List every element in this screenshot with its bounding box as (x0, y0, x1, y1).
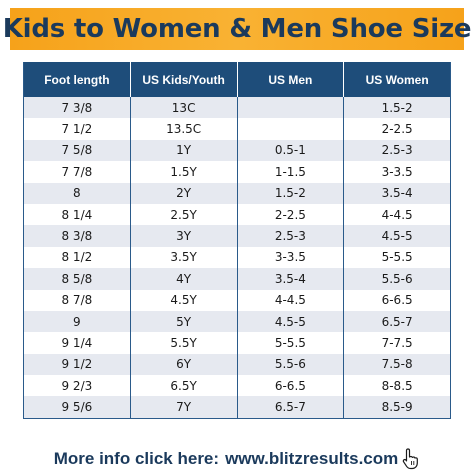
table-body: 7 3/8 13C 1.5-2 7 1/2 13.5C 2-2.5 7 5/8 1Y 0.5-1… (23, 97, 451, 419)
cell-foot-length: 7 7/8 (23, 161, 131, 183)
cell-us-kids-youth: 4Y (130, 268, 238, 290)
title-banner: Kids to Women & Men Shoe Size (3, 8, 472, 50)
cell-us-men: 1.5-2 (237, 182, 345, 204)
table-row: 9 1/2 6Y 5.5-6 7.5-8 (23, 353, 451, 376)
cell-foot-length: 9 (23, 310, 131, 333)
cell-foot-length: 8 (23, 182, 131, 204)
header-us-kids-youth: US Kids/Youth (130, 62, 238, 97)
cell-foot-length: 7 1/2 (23, 118, 131, 140)
cell-us-women: 4.5-5 (343, 225, 451, 247)
cell-us-women: 5-5.5 (343, 246, 451, 269)
cell-us-kids-youth: 5Y (130, 310, 238, 333)
cell-us-women: 4-4.5 (343, 203, 451, 226)
cell-us-women: 5.5-6 (343, 268, 451, 290)
cell-foot-length: 9 1/4 (23, 332, 131, 354)
table-row: 8 1/2 3.5Y 3-3.5 5-5.5 (23, 246, 451, 269)
cell-us-kids-youth: 1Y (130, 139, 238, 162)
cell-us-men: 5-5.5 (237, 332, 345, 354)
table-row: 7 3/8 13C 1.5-2 (23, 97, 451, 119)
cell-us-women: 8.5-9 (343, 396, 451, 419)
cell-us-men: 2.5-3 (237, 225, 345, 247)
cell-us-kids-youth: 2.5Y (130, 203, 238, 226)
cell-us-kids-youth: 13C (130, 97, 238, 119)
table-row: 9 1/4 5.5Y 5-5.5 7-7.5 (23, 332, 451, 354)
cell-us-men: 4.5-5 (237, 310, 345, 333)
cell-us-men: 6.5-7 (237, 396, 345, 419)
cell-us-kids-youth: 3Y (130, 225, 238, 247)
cell-us-women: 8-8.5 (343, 375, 451, 397)
cell-us-men (237, 118, 345, 140)
cell-foot-length: 7 5/8 (23, 139, 131, 162)
cell-us-kids-youth: 6Y (130, 353, 238, 376)
cell-us-women: 2.5-3 (343, 139, 451, 162)
hand-pointer-icon (402, 448, 420, 470)
cell-us-men: 3-3.5 (237, 246, 345, 269)
cell-us-women: 7.5-8 (343, 353, 451, 376)
cell-foot-length: 8 7/8 (23, 289, 131, 311)
table-row: 8 2Y 1.5-2 3.5-4 (23, 182, 451, 204)
table-row: 7 5/8 1Y 0.5-1 2.5-3 (23, 139, 451, 162)
table-row: 9 5/6 7Y 6.5-7 8.5-9 (23, 396, 451, 419)
table-row: 9 5Y 4.5-5 6.5-7 (23, 310, 451, 333)
table-header-row: Foot length US Kids/Youth US Men US Wome… (23, 62, 451, 97)
cell-us-kids-youth: 7Y (130, 396, 238, 419)
shoe-size-table: Foot length US Kids/Youth US Men US Wome… (23, 62, 451, 419)
cell-us-kids-youth: 1.5Y (130, 161, 238, 183)
page-title: Kids to Women & Men Shoe Size (2, 14, 472, 44)
cell-us-kids-youth: 6.5Y (130, 375, 238, 397)
cell-us-kids-youth: 3.5Y (130, 246, 238, 269)
header-foot-length: Foot length (23, 62, 131, 97)
cell-us-women: 3-3.5 (343, 161, 451, 183)
cell-us-men: 1-1.5 (237, 161, 345, 183)
cell-us-women: 6-6.5 (343, 289, 451, 311)
cell-us-women: 6.5-7 (343, 310, 451, 333)
header-us-women: US Women (343, 62, 451, 97)
cell-foot-length: 8 3/8 (23, 225, 131, 247)
cell-foot-length: 9 5/6 (23, 396, 131, 419)
cell-us-men: 6-6.5 (237, 375, 345, 397)
table-row: 9 2/3 6.5Y 6-6.5 8-8.5 (23, 375, 451, 397)
footer: More info click here: www.blitzresults.c… (0, 446, 474, 472)
cell-us-men: 2-2.5 (237, 203, 345, 226)
cell-foot-length: 8 1/4 (23, 203, 131, 226)
cell-foot-length: 9 2/3 (23, 375, 131, 397)
website-link[interactable]: www.blitzresults.com (225, 449, 399, 468)
cell-foot-length: 7 3/8 (23, 97, 131, 119)
table-row: 7 7/8 1.5Y 1-1.5 3-3.5 (23, 161, 451, 183)
cell-us-women: 1.5-2 (343, 97, 451, 119)
footer-label: More info click here: (53, 449, 220, 468)
cell-foot-length: 8 1/2 (23, 246, 131, 269)
cell-us-kids-youth: 13.5C (130, 118, 238, 140)
cell-us-men (237, 97, 345, 119)
cell-foot-length: 9 1/2 (23, 353, 131, 376)
table-row: 8 3/8 3Y 2.5-3 4.5-5 (23, 225, 451, 247)
header-us-men: US Men (237, 62, 345, 97)
table-row: 7 1/2 13.5C 2-2.5 (23, 118, 451, 140)
cell-us-men: 0.5-1 (237, 139, 345, 162)
cell-us-kids-youth: 2Y (130, 182, 238, 204)
cell-us-women: 3.5-4 (343, 182, 451, 204)
cell-us-women: 7-7.5 (343, 332, 451, 354)
cell-us-kids-youth: 4.5Y (130, 289, 238, 311)
table-row: 8 1/4 2.5Y 2-2.5 4-4.5 (23, 203, 451, 226)
cell-us-men: 5.5-6 (237, 353, 345, 376)
cell-us-kids-youth: 5.5Y (130, 332, 238, 354)
table-row: 8 7/8 4.5Y 4-4.5 6-6.5 (23, 289, 451, 311)
table-row: 8 5/8 4Y 3.5-4 5.5-6 (23, 268, 451, 290)
cell-us-men: 3.5-4 (237, 268, 345, 290)
cell-us-women: 2-2.5 (343, 118, 451, 140)
cell-us-men: 4-4.5 (237, 289, 345, 311)
cell-foot-length: 8 5/8 (23, 268, 131, 290)
